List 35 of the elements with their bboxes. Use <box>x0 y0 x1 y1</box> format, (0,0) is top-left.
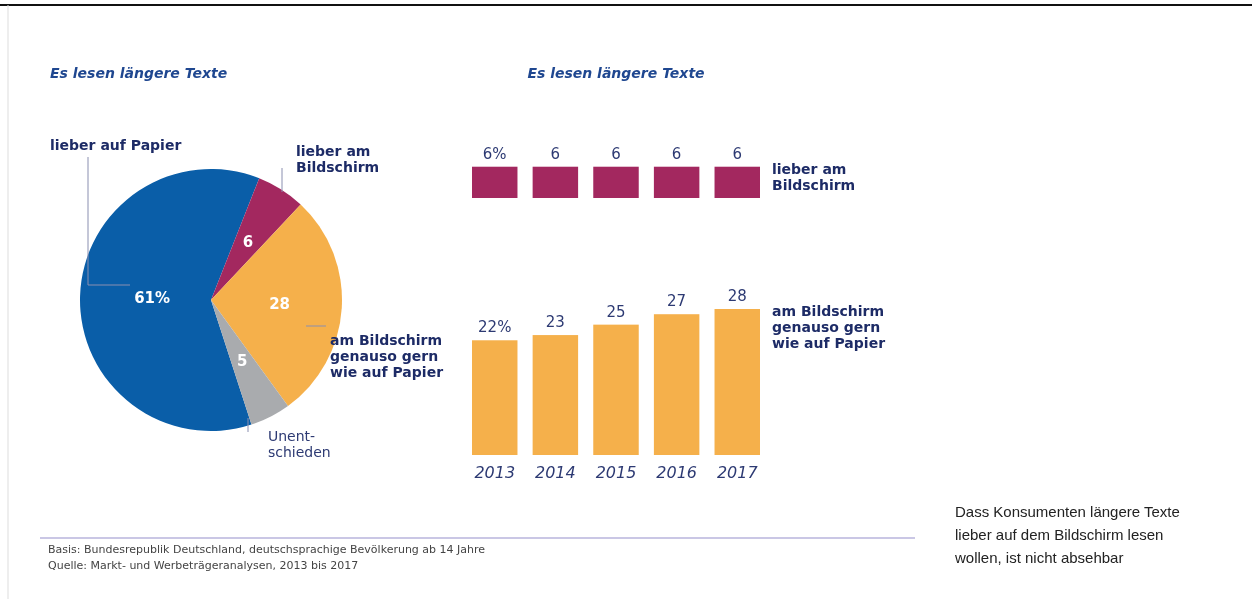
series-label: lieber am Bildschirm <box>772 160 856 193</box>
data-label: 6 <box>550 144 561 163</box>
data-label: 6 <box>732 144 743 163</box>
data-label: 22% <box>478 318 512 337</box>
data-label: 27 <box>667 292 687 311</box>
x-tick-label: 2016 <box>656 463 697 482</box>
pie-slice <box>80 169 260 431</box>
slice-label: Unent- schieden <box>268 428 331 460</box>
data-label: 28 <box>727 287 747 305</box>
data-label: 6 <box>242 232 254 251</box>
data-label: 6% <box>482 144 507 163</box>
bar <box>653 314 700 455</box>
bar <box>714 309 760 455</box>
series-label: am Bildschirm genauso gern wie auf Papier <box>772 303 886 351</box>
data-label: 6 <box>671 144 682 163</box>
slice-label: lieber am Bildschirm <box>296 143 380 175</box>
data-label: 61% <box>134 289 171 308</box>
text: Dass Konsumenten längere Texte lieber auf dem Bildschirm lesen wollen, ist nicht absehbar <box>954 503 1180 566</box>
x-tick-label: 2014 <box>535 463 576 482</box>
chart-title: Es lesen längere Texte <box>50 65 228 81</box>
x-tick-label: 2015 <box>595 463 637 482</box>
slice-label: lieber auf Papier <box>50 137 182 153</box>
chart-title: Es lesen längere Texte <box>527 65 705 81</box>
source-note: Quelle: Markt- und Werbeträgeranalysen, 2013 bis 2017 <box>48 559 359 572</box>
text: Basis: Bundesrepublik Deutschland, deutschsprachige Bevölkerung ab 14 Jahre <box>48 543 486 556</box>
data-label: 5 <box>237 352 248 371</box>
data-label: 6 <box>611 144 621 163</box>
bar <box>532 335 579 455</box>
data-label: 23 <box>545 313 565 332</box>
x-tick-label: 2017 <box>716 463 759 482</box>
x-tick-label: 2013 <box>474 463 516 482</box>
bar <box>593 324 639 455</box>
bar <box>472 340 518 455</box>
data-label: 25 <box>606 302 626 321</box>
data-label: 28 <box>269 295 291 314</box>
